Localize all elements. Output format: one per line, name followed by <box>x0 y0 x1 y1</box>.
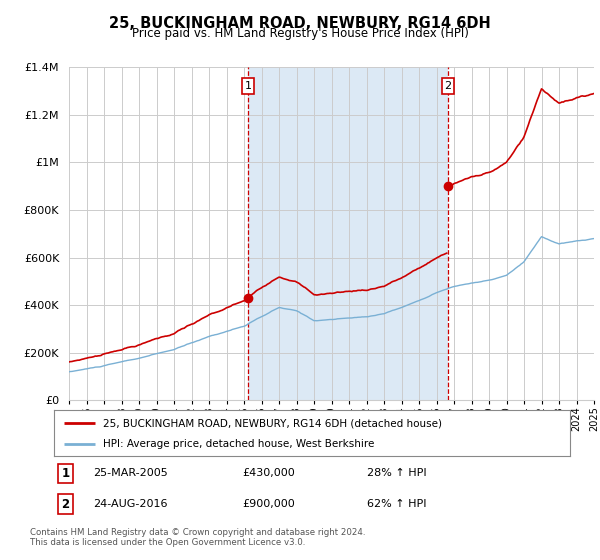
Text: Price paid vs. HM Land Registry's House Price Index (HPI): Price paid vs. HM Land Registry's House … <box>131 27 469 40</box>
Text: 24-AUG-2016: 24-AUG-2016 <box>93 500 167 509</box>
Text: 1: 1 <box>245 81 251 91</box>
Text: 25, BUCKINGHAM ROAD, NEWBURY, RG14 6DH (detached house): 25, BUCKINGHAM ROAD, NEWBURY, RG14 6DH (… <box>103 418 442 428</box>
Text: £900,000: £900,000 <box>242 500 295 509</box>
Bar <box>248 67 448 400</box>
Text: 2: 2 <box>61 498 70 511</box>
Text: £430,000: £430,000 <box>242 468 295 478</box>
Text: 1: 1 <box>61 467 70 480</box>
Text: 25, BUCKINGHAM ROAD, NEWBURY, RG14 6DH: 25, BUCKINGHAM ROAD, NEWBURY, RG14 6DH <box>109 16 491 31</box>
Text: 2: 2 <box>445 81 451 91</box>
Text: 25-MAR-2005: 25-MAR-2005 <box>93 468 168 478</box>
Text: Contains HM Land Registry data © Crown copyright and database right 2024.
This d: Contains HM Land Registry data © Crown c… <box>30 528 365 548</box>
Text: HPI: Average price, detached house, West Berkshire: HPI: Average price, detached house, West… <box>103 438 374 449</box>
Text: 62% ↑ HPI: 62% ↑ HPI <box>367 500 427 509</box>
Text: 28% ↑ HPI: 28% ↑ HPI <box>367 468 427 478</box>
